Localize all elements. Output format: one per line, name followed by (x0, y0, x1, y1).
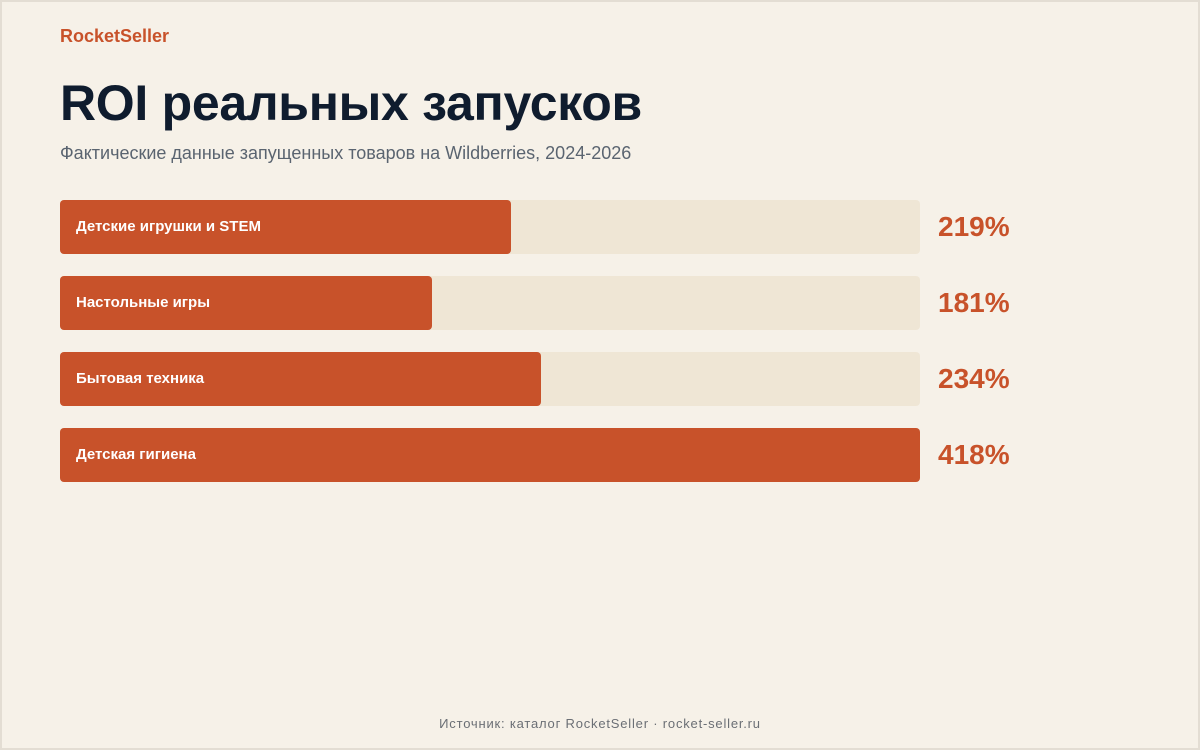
bar-category-label: Детские игрушки и STEM (76, 218, 261, 235)
brand-logo-text: RocketSeller (60, 26, 170, 46)
bar-category-label: Настольные игры (76, 294, 211, 311)
bar-row: Настольные игры 181% (60, 276, 1140, 330)
bar (60, 200, 511, 254)
bar (60, 352, 541, 406)
bar-row: Бытовая техника 234% (60, 352, 1140, 406)
source-footer: Источник: каталог RocketSeller · rocket-… (439, 716, 761, 731)
bar (60, 428, 920, 482)
page-subtitle: Фактические данные запущенных товаров на… (60, 143, 632, 163)
bar-value-label: 234% (938, 363, 1010, 394)
bar-category-label: Детская гигиена (76, 446, 196, 463)
bar-row: Детская гигиена 418% (60, 428, 1140, 482)
bar (60, 276, 432, 330)
page-title: ROI реальных запусков (60, 75, 642, 131)
bar-value-label: 181% (938, 287, 1010, 318)
bar-chart: Детские игрушки и STEM 219% Настольные игр… (60, 200, 1140, 504)
bar-row: Детские игрушки и STEM 219% (60, 200, 1140, 254)
bar-value-label: 418% (938, 439, 1010, 470)
bar-category-label: Бытовая техника (76, 370, 205, 387)
bar-value-label: 219% (938, 211, 1010, 242)
